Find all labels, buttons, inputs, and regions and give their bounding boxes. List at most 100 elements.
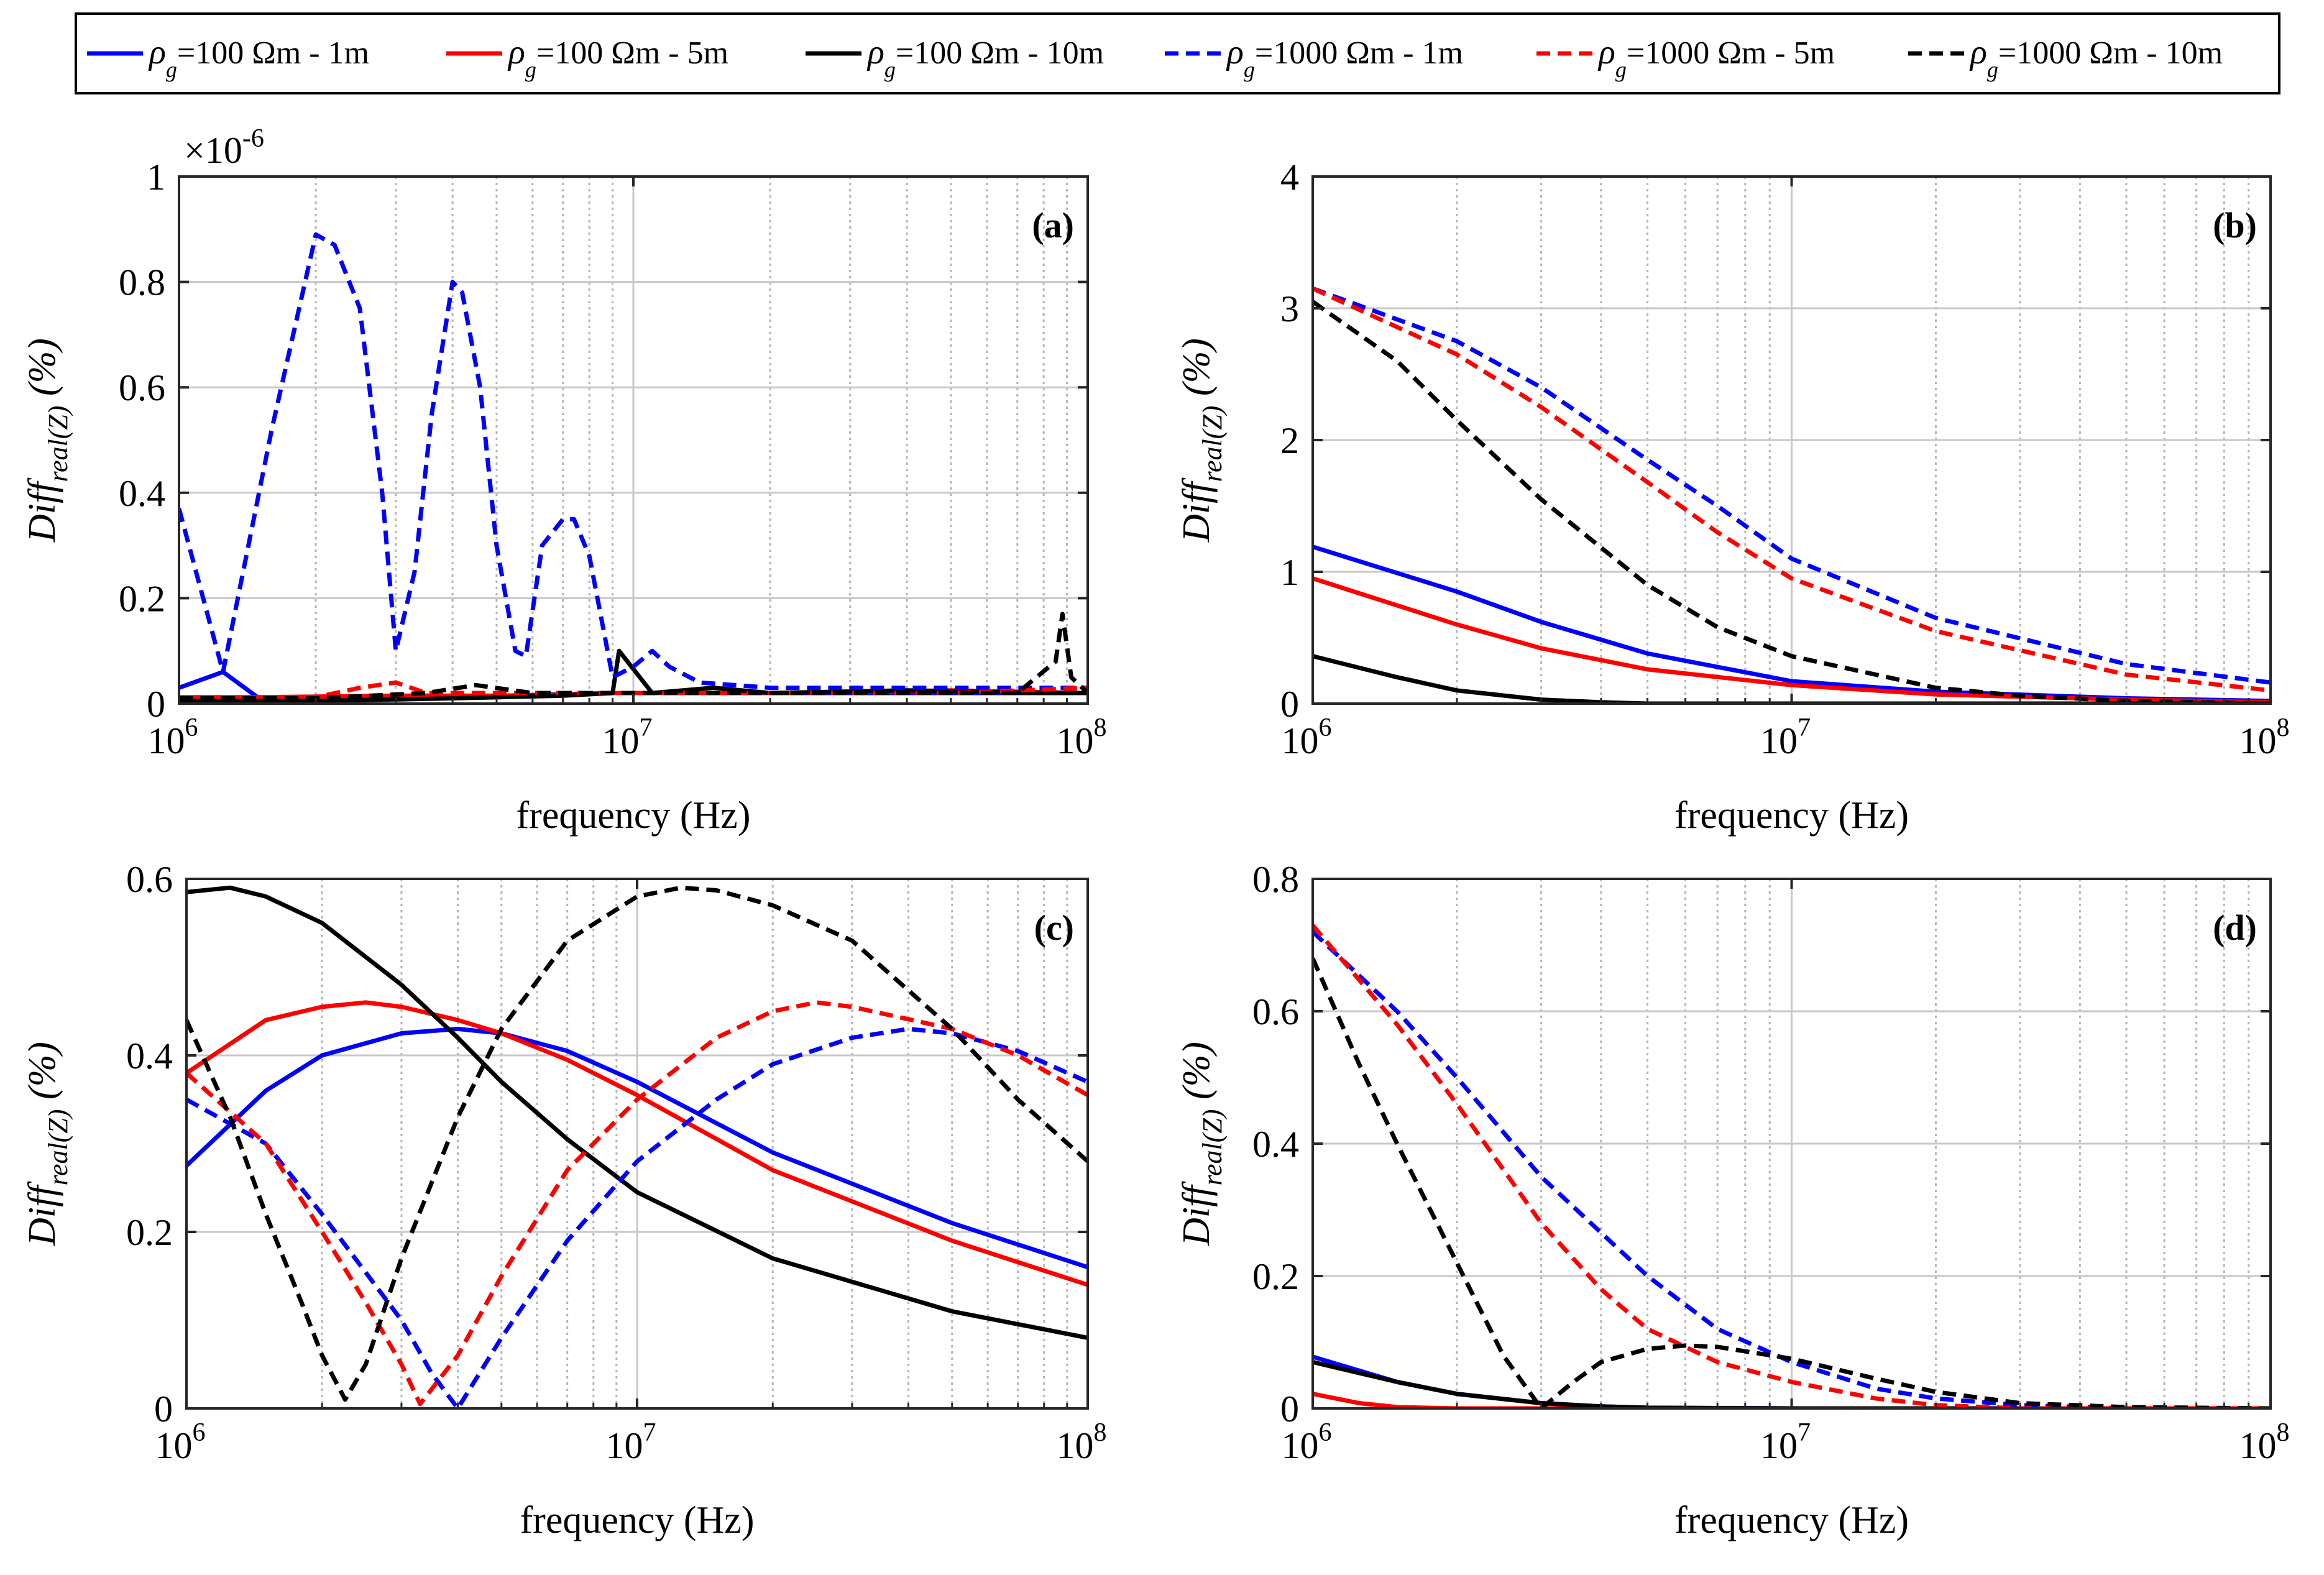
- series-line: [1313, 654, 2271, 704]
- series-line: [1313, 957, 2271, 1408]
- y-label-unit: (%): [1175, 338, 1218, 405]
- x-tick-label: 106: [1282, 1418, 1332, 1466]
- x-axis-label: frequency (Hz): [520, 1499, 755, 1541]
- legend-rho: ρ: [1969, 33, 1987, 71]
- y-label-main: Diff: [1175, 1181, 1218, 1246]
- y-tick-label: 0.8: [1252, 859, 1299, 900]
- x-tick-exponent: 6: [193, 1418, 206, 1447]
- x-tick-exponent: 7: [1798, 1418, 1811, 1447]
- x-tick-exponent: 6: [1319, 714, 1332, 742]
- x-tick-base: 10: [1760, 1425, 1798, 1466]
- y-tick-label: 1: [147, 157, 165, 198]
- legend-entry: ρg=1000 Ωm - 10m: [1908, 33, 2223, 82]
- x-tick-base: 10: [155, 1425, 193, 1466]
- legend-rho: ρ: [1597, 33, 1615, 71]
- y-tick-label: 0: [1280, 1389, 1299, 1430]
- legend-rho-subscript: g: [166, 57, 177, 82]
- series-group: [1313, 286, 2271, 704]
- legend-rho-subscript: g: [1244, 57, 1255, 82]
- legend-label: ρg=100 Ωm - 10m: [866, 33, 1104, 82]
- legend-label-text: =1000 Ωm - 1m: [1255, 35, 1463, 71]
- y-label-main: Diff: [1175, 477, 1218, 543]
- legend-rho-subscript: g: [1987, 57, 1998, 82]
- series-line: [179, 612, 1088, 700]
- x-tick-base: 10: [148, 720, 185, 761]
- legend-label: ρg=1000 Ωm - 5m: [1597, 33, 1835, 82]
- y-tick-label: 0.6: [119, 367, 165, 408]
- x-tick-label: 107: [1760, 1418, 1811, 1466]
- y-tick-label: 0.6: [126, 859, 173, 900]
- y-label-subscript: real(Z): [1197, 405, 1228, 482]
- x-tick-exponent: 7: [1798, 714, 1811, 742]
- series-line: [1313, 287, 2271, 693]
- legend-entry: ρg=1000 Ωm - 5m: [1536, 33, 1835, 82]
- y-tick-label: 0.4: [1252, 1124, 1299, 1165]
- series-group: [186, 885, 1088, 1408]
- x-tick-exponent: 8: [2277, 1418, 2290, 1447]
- legend-rho-subscript: g: [884, 57, 896, 82]
- series-line: [186, 1000, 1088, 1287]
- legend-rho: ρ: [507, 33, 525, 71]
- y-tick-label: 0.8: [119, 262, 165, 303]
- x-tick-base: 10: [1760, 720, 1798, 761]
- series-line: [186, 1000, 1088, 1407]
- panel-label: (c): [1034, 907, 1074, 948]
- y-label-main: Diff: [21, 1181, 63, 1246]
- legend-label-text: =1000 Ωm - 10m: [1998, 35, 2223, 71]
- y-axis-label: Diffreal(Z) (%): [21, 1042, 73, 1246]
- x-tick-exponent: 6: [1319, 1418, 1332, 1447]
- y-tick-label: 0.4: [119, 473, 165, 514]
- x-tick-label: 106: [155, 1418, 206, 1466]
- legend-label-text: =1000 Ωm - 5m: [1627, 35, 1835, 71]
- legend-rho: ρ: [148, 33, 166, 71]
- x-tick-label: 107: [606, 1418, 656, 1466]
- legend-rho-subscript: g: [1615, 57, 1627, 82]
- legend-entry: ρg=1000 Ωm - 1m: [1165, 33, 1463, 82]
- x-tick-base: 10: [602, 720, 640, 761]
- legend-label: ρg=100 Ωm - 5m: [507, 33, 728, 82]
- y-axis-label: Diffreal(Z) (%): [1175, 1042, 1228, 1246]
- y-label-unit: (%): [21, 1042, 63, 1109]
- y-label-subscript: real(Z): [43, 1109, 73, 1185]
- legend: ρg=100 Ωm - 1m ρg=100 Ωm - 5m ρg=100 Ωm - …: [75, 12, 2280, 94]
- legend-rho: ρ: [866, 33, 884, 71]
- legend-label: ρg=100 Ωm - 1m: [148, 33, 369, 82]
- legend-entry: ρg=100 Ωm - 10m: [806, 33, 1104, 82]
- x-tick-label: 107: [602, 714, 653, 761]
- x-tick-base: 10: [606, 1425, 643, 1466]
- x-tick-exponent: 7: [643, 1418, 656, 1447]
- y-label-unit: (%): [21, 338, 63, 405]
- series-line: [179, 680, 1088, 700]
- x-axis-label: frequency (Hz): [1674, 1499, 1909, 1541]
- panel-label: (d): [2213, 907, 2257, 948]
- y-axis-label: Diffreal(Z) (%): [21, 338, 73, 543]
- legend-rho: ρ: [1226, 33, 1244, 71]
- y-tick-label: 4: [1280, 157, 1299, 198]
- x-tick-base: 10: [2239, 1425, 2277, 1466]
- x-tick-base: 10: [1282, 1425, 1319, 1466]
- x-tick-exponent: 8: [1094, 714, 1107, 742]
- legend-entry: ρg=100 Ωm - 5m: [446, 33, 728, 82]
- exponent-base: ×10: [184, 130, 242, 171]
- series-line: [186, 885, 1088, 1340]
- x-tick-base: 10: [1057, 1425, 1094, 1466]
- series-group: [179, 232, 1088, 704]
- x-tick-base: 10: [1057, 720, 1094, 761]
- x-tick-label: 107: [1760, 714, 1811, 761]
- series-line: [1313, 576, 2271, 704]
- x-tick-base: 10: [1282, 720, 1319, 761]
- y-tick-label: 3: [1280, 288, 1299, 329]
- panel-label: (a): [1032, 205, 1074, 246]
- x-tick-exponent: 7: [640, 714, 653, 742]
- x-tick-label: 108: [2239, 714, 2290, 761]
- x-tick-label: 106: [1282, 714, 1332, 761]
- x-tick-label: 108: [1057, 1418, 1107, 1466]
- legend-label: ρg=1000 Ωm - 10m: [1969, 33, 2223, 82]
- series-line: [1313, 1392, 2271, 1408]
- legend-rho-subscript: g: [525, 57, 536, 82]
